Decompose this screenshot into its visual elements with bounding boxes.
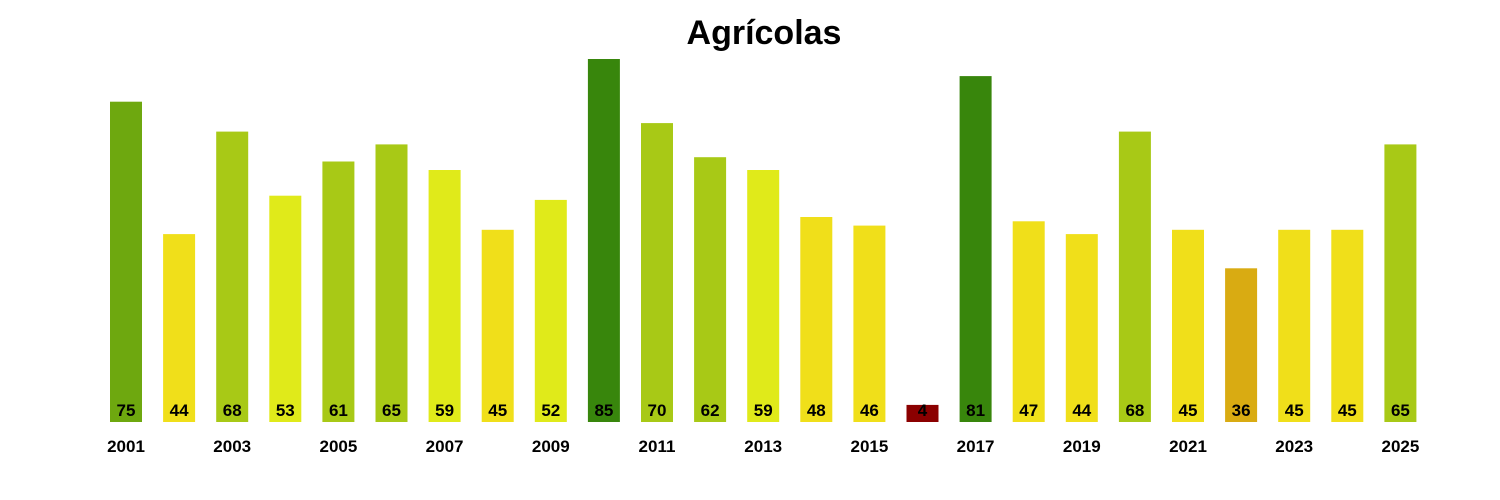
bar-2025 bbox=[1384, 144, 1417, 422]
value-label-2020: 68 bbox=[1125, 401, 1144, 420]
value-label-2021: 45 bbox=[1179, 401, 1198, 420]
bar-2020 bbox=[1118, 131, 1151, 422]
bar-2001 bbox=[110, 101, 142, 422]
bar-2010 bbox=[587, 59, 620, 422]
bar-2003 bbox=[216, 131, 249, 422]
value-label-2008: 45 bbox=[488, 401, 507, 420]
value-label-2003: 68 bbox=[223, 401, 242, 420]
bar-2018 bbox=[1012, 221, 1045, 422]
bar-2019 bbox=[1065, 234, 1098, 422]
x-tick-label-2019: 2019 bbox=[1063, 437, 1101, 456]
value-label-2018: 47 bbox=[1019, 401, 1038, 420]
value-label-2006: 65 bbox=[382, 401, 401, 420]
x-tick-labels-group: 2001 2003 2005 2007 2009 2011 2013 2015 2017 2019… bbox=[107, 437, 1419, 456]
x-tick-label-2009: 2009 bbox=[532, 437, 570, 456]
value-label-2019: 44 bbox=[1072, 401, 1091, 420]
x-tick-label-2023: 2023 bbox=[1275, 437, 1313, 456]
x-tick-label-2011: 2011 bbox=[639, 437, 676, 456]
value-label-2025: 65 bbox=[1391, 401, 1410, 420]
x-tick-label-2015: 2015 bbox=[850, 437, 888, 456]
chart-title: Agrícolas bbox=[687, 14, 842, 52]
value-label-2023: 45 bbox=[1285, 401, 1304, 420]
value-label-2007: 59 bbox=[435, 401, 454, 420]
value-label-2024: 45 bbox=[1338, 401, 1357, 420]
bars-group bbox=[110, 59, 1417, 422]
value-labels-group: 75 44 68 53 61 65 59 45 52 85 70 62 59 48 46 4 81 47 44 68 4… bbox=[117, 401, 1410, 420]
value-label-2011: 70 bbox=[648, 401, 667, 420]
value-label-2004: 53 bbox=[276, 401, 295, 420]
bar-2008 bbox=[481, 229, 514, 422]
bar-2023 bbox=[1278, 229, 1311, 422]
bar-2007 bbox=[428, 170, 461, 422]
value-label-2010: 85 bbox=[594, 401, 613, 420]
bar-2006 bbox=[375, 144, 408, 422]
value-label-2005: 61 bbox=[329, 401, 348, 420]
x-tick-label-2021: 2021 bbox=[1169, 437, 1207, 456]
x-tick-label-2025: 2025 bbox=[1381, 437, 1419, 456]
value-label-2013: 59 bbox=[754, 401, 773, 420]
value-label-2022: 36 bbox=[1232, 401, 1251, 420]
bar-2002 bbox=[163, 234, 196, 422]
bar-2016 bbox=[906, 404, 939, 422]
bar-2013 bbox=[747, 170, 780, 422]
value-label-2001: 75 bbox=[117, 401, 136, 420]
bar-2005 bbox=[322, 161, 355, 422]
bar-2017 bbox=[959, 76, 992, 422]
value-label-2009: 52 bbox=[541, 401, 560, 420]
x-tick-label-2001: 2001 bbox=[107, 437, 145, 456]
bar-2021 bbox=[1172, 229, 1204, 422]
x-tick-label-2017: 2017 bbox=[957, 437, 995, 456]
x-tick-label-2003: 2003 bbox=[213, 437, 251, 456]
bar-2011 bbox=[641, 123, 673, 422]
bar-2009 bbox=[534, 199, 567, 422]
x-tick-label-2005: 2005 bbox=[319, 437, 357, 456]
bar-2012 bbox=[694, 157, 727, 422]
value-label-2012: 62 bbox=[701, 401, 720, 420]
bar-2015 bbox=[853, 225, 886, 422]
x-tick-label-2007: 2007 bbox=[426, 437, 464, 456]
bar-2024 bbox=[1331, 229, 1364, 422]
bar-2014 bbox=[800, 217, 833, 422]
value-label-2016: 4 bbox=[918, 401, 928, 420]
value-label-2014: 48 bbox=[807, 401, 826, 420]
x-tick-label-2013: 2013 bbox=[744, 437, 782, 456]
bar-2022 bbox=[1225, 268, 1258, 422]
bar-2004 bbox=[269, 195, 302, 422]
value-label-2017: 81 bbox=[966, 401, 985, 420]
value-label-2015: 46 bbox=[860, 401, 879, 420]
value-label-2002: 44 bbox=[170, 401, 189, 420]
